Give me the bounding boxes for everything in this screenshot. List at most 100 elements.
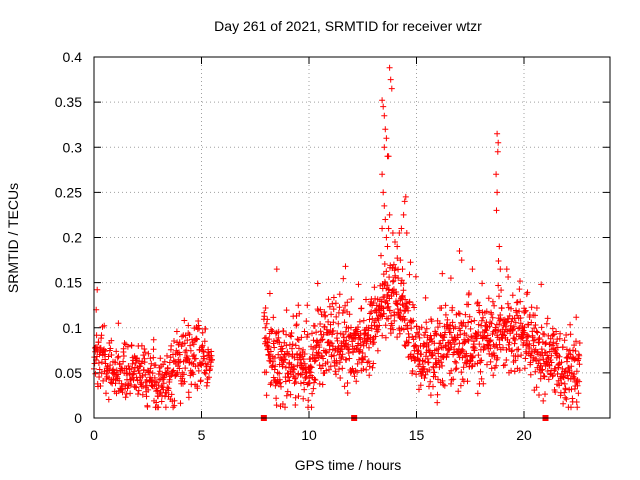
data-point <box>576 378 583 385</box>
data-point <box>500 344 506 351</box>
data-point <box>299 371 305 378</box>
data-point <box>385 303 392 310</box>
data-point <box>140 366 147 373</box>
data-point <box>284 348 291 355</box>
data-point <box>152 362 159 369</box>
data-point <box>339 351 346 358</box>
data-point <box>176 365 183 372</box>
data-point <box>455 388 462 395</box>
data-point <box>438 305 445 311</box>
data-point <box>309 330 315 337</box>
data-point <box>263 320 270 327</box>
data-point <box>291 366 298 373</box>
data-point <box>517 315 524 321</box>
data-point <box>449 304 456 311</box>
data-point <box>261 313 268 320</box>
data-point <box>400 326 407 333</box>
data-point <box>289 345 295 352</box>
data-point <box>142 371 149 378</box>
data-point <box>406 298 413 305</box>
data-point <box>413 371 420 378</box>
data-point <box>96 374 103 380</box>
data-point <box>306 368 313 375</box>
data-point <box>311 323 318 329</box>
data-point <box>537 375 544 382</box>
data-point <box>517 278 523 285</box>
data-point <box>544 315 551 322</box>
data-point <box>488 320 495 327</box>
data-point <box>462 311 469 318</box>
data-point <box>552 389 559 395</box>
data-point <box>509 292 516 299</box>
data-point <box>502 362 508 368</box>
data-point <box>191 352 197 358</box>
data-point <box>448 380 454 387</box>
data-point <box>122 381 129 388</box>
data-point <box>425 359 432 366</box>
data-point <box>276 380 282 387</box>
data-point <box>463 350 470 357</box>
data-point <box>533 305 540 311</box>
data-point <box>155 404 162 411</box>
data-point <box>273 402 280 409</box>
data-point <box>112 359 119 366</box>
data-point <box>505 274 512 280</box>
data-point <box>476 302 483 309</box>
data-point <box>173 328 180 335</box>
data-point <box>310 385 317 392</box>
data-point <box>463 332 470 339</box>
data-point <box>427 392 434 399</box>
data-point <box>129 371 136 378</box>
data-point <box>376 322 383 329</box>
data-point <box>92 370 99 377</box>
data-point <box>371 284 378 291</box>
data-point <box>455 310 462 317</box>
data-point <box>344 299 351 306</box>
data-point <box>322 312 329 319</box>
data-point <box>128 365 135 372</box>
data-point <box>125 363 132 369</box>
data-point <box>182 365 189 372</box>
data-point <box>128 342 135 349</box>
data-point <box>336 366 342 373</box>
data-point <box>469 353 476 359</box>
data-point <box>343 356 350 363</box>
data-point <box>568 404 574 411</box>
plot-frame <box>93 56 611 419</box>
data-point <box>346 346 353 353</box>
data-point <box>441 382 448 389</box>
data-point <box>434 399 441 406</box>
data-point <box>145 386 152 393</box>
data-point <box>262 305 269 311</box>
data-point <box>293 321 300 328</box>
data-point <box>187 342 194 349</box>
data-point <box>279 345 286 352</box>
data-point <box>562 368 569 375</box>
data-point <box>533 384 540 391</box>
data-point <box>179 375 186 382</box>
data-point <box>266 336 273 343</box>
data-point <box>536 357 543 364</box>
data-point <box>164 352 170 359</box>
data-point <box>386 274 393 281</box>
data-point <box>107 345 114 352</box>
data-point <box>496 243 503 250</box>
data-point <box>516 367 523 374</box>
data-point <box>434 324 441 331</box>
data-point <box>475 352 482 359</box>
data-point <box>357 346 364 353</box>
data-point <box>512 319 519 326</box>
data-point <box>532 312 538 319</box>
data-point <box>549 325 556 332</box>
data-point <box>288 330 295 336</box>
data-point <box>158 398 165 405</box>
data-point <box>561 337 568 344</box>
data-point <box>333 313 340 320</box>
y-tick-label: 0.1 <box>63 320 83 336</box>
data-point <box>312 377 319 383</box>
data-point <box>487 358 494 365</box>
data-point <box>567 331 574 338</box>
data-point <box>341 383 348 390</box>
data-point <box>462 323 469 330</box>
data-point <box>450 376 457 383</box>
